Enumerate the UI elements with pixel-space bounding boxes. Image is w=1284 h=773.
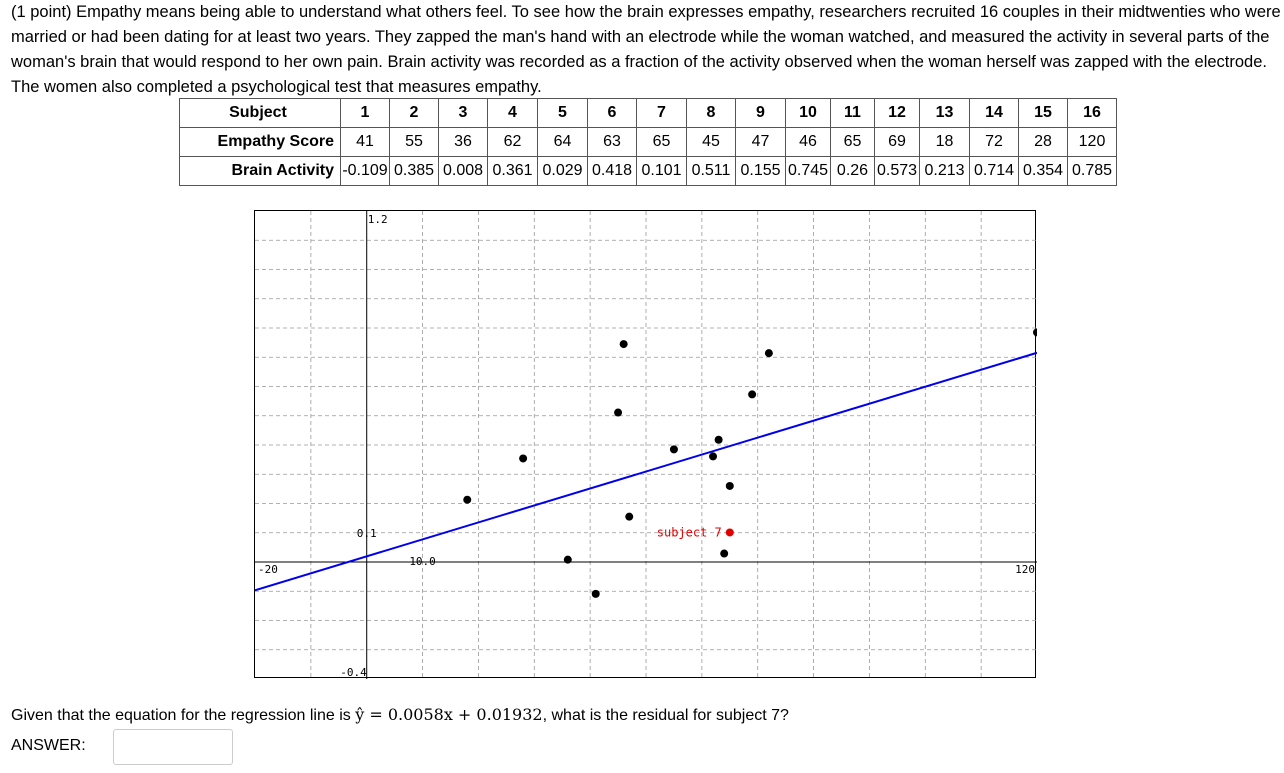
- data-point: [591, 589, 600, 598]
- data-point: [714, 435, 723, 444]
- data-point: [669, 445, 678, 454]
- brain-activity-cell: 0.714: [969, 156, 1019, 186]
- y-tick-label-mid: 0.1: [357, 527, 377, 540]
- data-point: [720, 549, 729, 558]
- brain-activity-cell: 0.361: [487, 156, 538, 186]
- empathy-cell: 64: [537, 127, 588, 157]
- empathy-cell: 46: [785, 127, 831, 157]
- answer-input[interactable]: [113, 729, 233, 765]
- y-tick-label-min: -0.4: [340, 666, 367, 679]
- empathy-cell: 65: [636, 127, 687, 157]
- empathy-cell: 62: [487, 127, 538, 157]
- subject-cell: 6: [587, 98, 637, 128]
- data-point: [709, 452, 718, 461]
- empathy-cell: 120: [1067, 127, 1117, 157]
- brain-activity-cell: 0.008: [438, 156, 488, 186]
- subject-cell: 9: [735, 98, 786, 128]
- regression-equation: ŷ = 0.0058x + 0.01932: [355, 705, 543, 724]
- brain-activity-cell: 0.354: [1018, 156, 1068, 186]
- data-point: [625, 512, 634, 521]
- empathy-cell: 72: [969, 127, 1019, 157]
- row-label-brain: Brain Activity: [179, 156, 341, 186]
- empathy-cell: 41: [340, 127, 390, 157]
- scatter-plot-svg: -20 10.0 120 1.2 0.1 -0.4 subject 7: [255, 211, 1037, 679]
- data-table: Subject 1 2 3 4 5 6 7 8 9 10 11 12 13 14 15 16 Empathy …: [179, 98, 1117, 186]
- brain-row: Brain Activity -0.109 0.385 0.008 0.361 0.02…: [179, 156, 1117, 186]
- empathy-cell: 45: [686, 127, 736, 157]
- empathy-cell: 63: [587, 127, 637, 157]
- data-point: [563, 555, 572, 564]
- subject-cell: 8: [686, 98, 736, 128]
- subject-cell: 16: [1067, 98, 1117, 128]
- empathy-cell: 69: [874, 127, 920, 157]
- subject-cell: 13: [919, 98, 970, 128]
- subject-cell: 1: [340, 98, 390, 128]
- subject-cell: 15: [1018, 98, 1068, 128]
- regression-line: [255, 351, 1037, 592]
- empathy-row: Empathy Score 41 55 36 62 64 63 65 45 47 46 65 69 18…: [179, 127, 1117, 157]
- subject-7-annotation: subject 7: [657, 525, 722, 539]
- brain-activity-cell: 0.573: [874, 156, 920, 186]
- row-label-empathy: Empathy Score: [179, 127, 341, 157]
- question: Given that the equation for the regressi…: [11, 705, 789, 725]
- data-point: [725, 481, 734, 490]
- brain-activity-cell: 0.155: [735, 156, 786, 186]
- brain-activity-cell: 0.418: [587, 156, 637, 186]
- brain-activity-cell: 0.511: [686, 156, 736, 186]
- empathy-cell: 47: [735, 127, 786, 157]
- question-prefix: Given that the equation for the regressi…: [11, 707, 351, 724]
- data-point: [463, 495, 472, 504]
- x-tick-label-mid: 10.0: [409, 555, 436, 568]
- empathy-cell: 65: [830, 127, 875, 157]
- empathy-cell: 55: [389, 127, 439, 157]
- subject-cell: 2: [389, 98, 439, 128]
- subject-cell: 3: [438, 98, 488, 128]
- data-point-highlighted: [725, 528, 734, 537]
- subject-cell: 11: [830, 98, 875, 128]
- row-label-subject: Subject: [179, 98, 341, 128]
- subject-cell: 10: [785, 98, 831, 128]
- brain-activity-cell: 0.385: [389, 156, 439, 186]
- brain-activity-cell: -0.109: [340, 156, 390, 186]
- data-point: [619, 340, 628, 349]
- empathy-cell: 36: [438, 127, 488, 157]
- subject-row: Subject 1 2 3 4 5 6 7 8 9 10 11 12 13 14 15 16: [179, 98, 1117, 128]
- subject-cell: 7: [636, 98, 687, 128]
- scatter-plot: -20 10.0 120 1.2 0.1 -0.4 subject 7: [254, 210, 1037, 679]
- x-tick-label-min: -20: [258, 563, 278, 576]
- subject-cell: 12: [874, 98, 920, 128]
- brain-activity-cell: 0.26: [830, 156, 875, 186]
- problem-text: (1 point) Empathy means being able to un…: [11, 3, 1281, 96]
- data-point: [519, 454, 528, 463]
- answer-label: ANSWER:: [11, 737, 86, 754]
- brain-activity-cell: 0.029: [537, 156, 588, 186]
- data-point: [748, 390, 757, 399]
- y-tick-label-max: 1.2: [368, 213, 388, 226]
- brain-activity-cell: 0.101: [636, 156, 687, 186]
- data-point: [1033, 328, 1037, 337]
- subject-cell: 5: [537, 98, 588, 128]
- empathy-cell: 18: [919, 127, 970, 157]
- subject-cell: 14: [969, 98, 1019, 128]
- data-point: [614, 408, 623, 417]
- x-tick-label-max: 120: [1015, 563, 1035, 576]
- empathy-cell: 28: [1018, 127, 1068, 157]
- data-point: [764, 349, 773, 358]
- subject-cell: 4: [487, 98, 538, 128]
- brain-activity-cell: 0.785: [1067, 156, 1117, 186]
- brain-activity-cell: 0.745: [785, 156, 831, 186]
- question-suffix: , what is the residual for subject 7?: [542, 707, 789, 724]
- brain-activity-cell: 0.213: [919, 156, 970, 186]
